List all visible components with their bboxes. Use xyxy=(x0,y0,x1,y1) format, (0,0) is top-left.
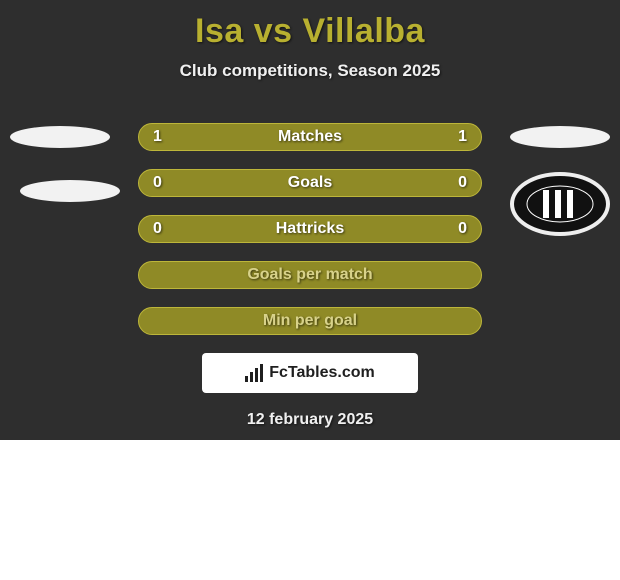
stat-label: Min per goal xyxy=(263,312,357,330)
team-right-crest-shadow-icon xyxy=(510,126,610,148)
stat-row-goals-per-match: Goals per match xyxy=(138,261,482,289)
comparison-panel: Isa vs Villalba Club competitions, Seaso… xyxy=(0,0,620,440)
stat-right-value: 0 xyxy=(458,220,467,238)
stat-label: Goals per match xyxy=(247,266,372,284)
club-libertad-badge-icon xyxy=(521,182,599,226)
stat-left-value: 0 xyxy=(153,220,162,238)
team-left-crest-icon xyxy=(10,126,110,148)
stat-left-value: 0 xyxy=(153,174,162,192)
credit-badge[interactable]: FcTables.com xyxy=(202,353,418,393)
stats-rows: 1 Matches 1 0 Goals 0 0 Hattricks 0 Goal… xyxy=(0,123,620,335)
stat-left-value: 1 xyxy=(153,128,162,146)
bars-icon xyxy=(245,364,263,382)
team-left-crest-shadow-icon xyxy=(20,180,120,202)
stat-label: Hattricks xyxy=(276,220,344,238)
stat-row-min-per-goal: Min per goal xyxy=(138,307,482,335)
stat-right-value: 0 xyxy=(458,174,467,192)
stat-right-value: 1 xyxy=(458,128,467,146)
team-right-crest-icon xyxy=(510,172,610,236)
credit-text: FcTables.com xyxy=(269,364,375,382)
date-label: 12 february 2025 xyxy=(0,411,620,429)
stat-row-hattricks: 0 Hattricks 0 xyxy=(138,215,482,243)
stat-label: Goals xyxy=(288,174,332,192)
page-title: Isa vs Villalba xyxy=(0,0,620,51)
subtitle: Club competitions, Season 2025 xyxy=(0,61,620,81)
stat-label: Matches xyxy=(278,128,342,146)
stat-row-goals: 0 Goals 0 xyxy=(138,169,482,197)
stat-row-matches: 1 Matches 1 xyxy=(138,123,482,151)
